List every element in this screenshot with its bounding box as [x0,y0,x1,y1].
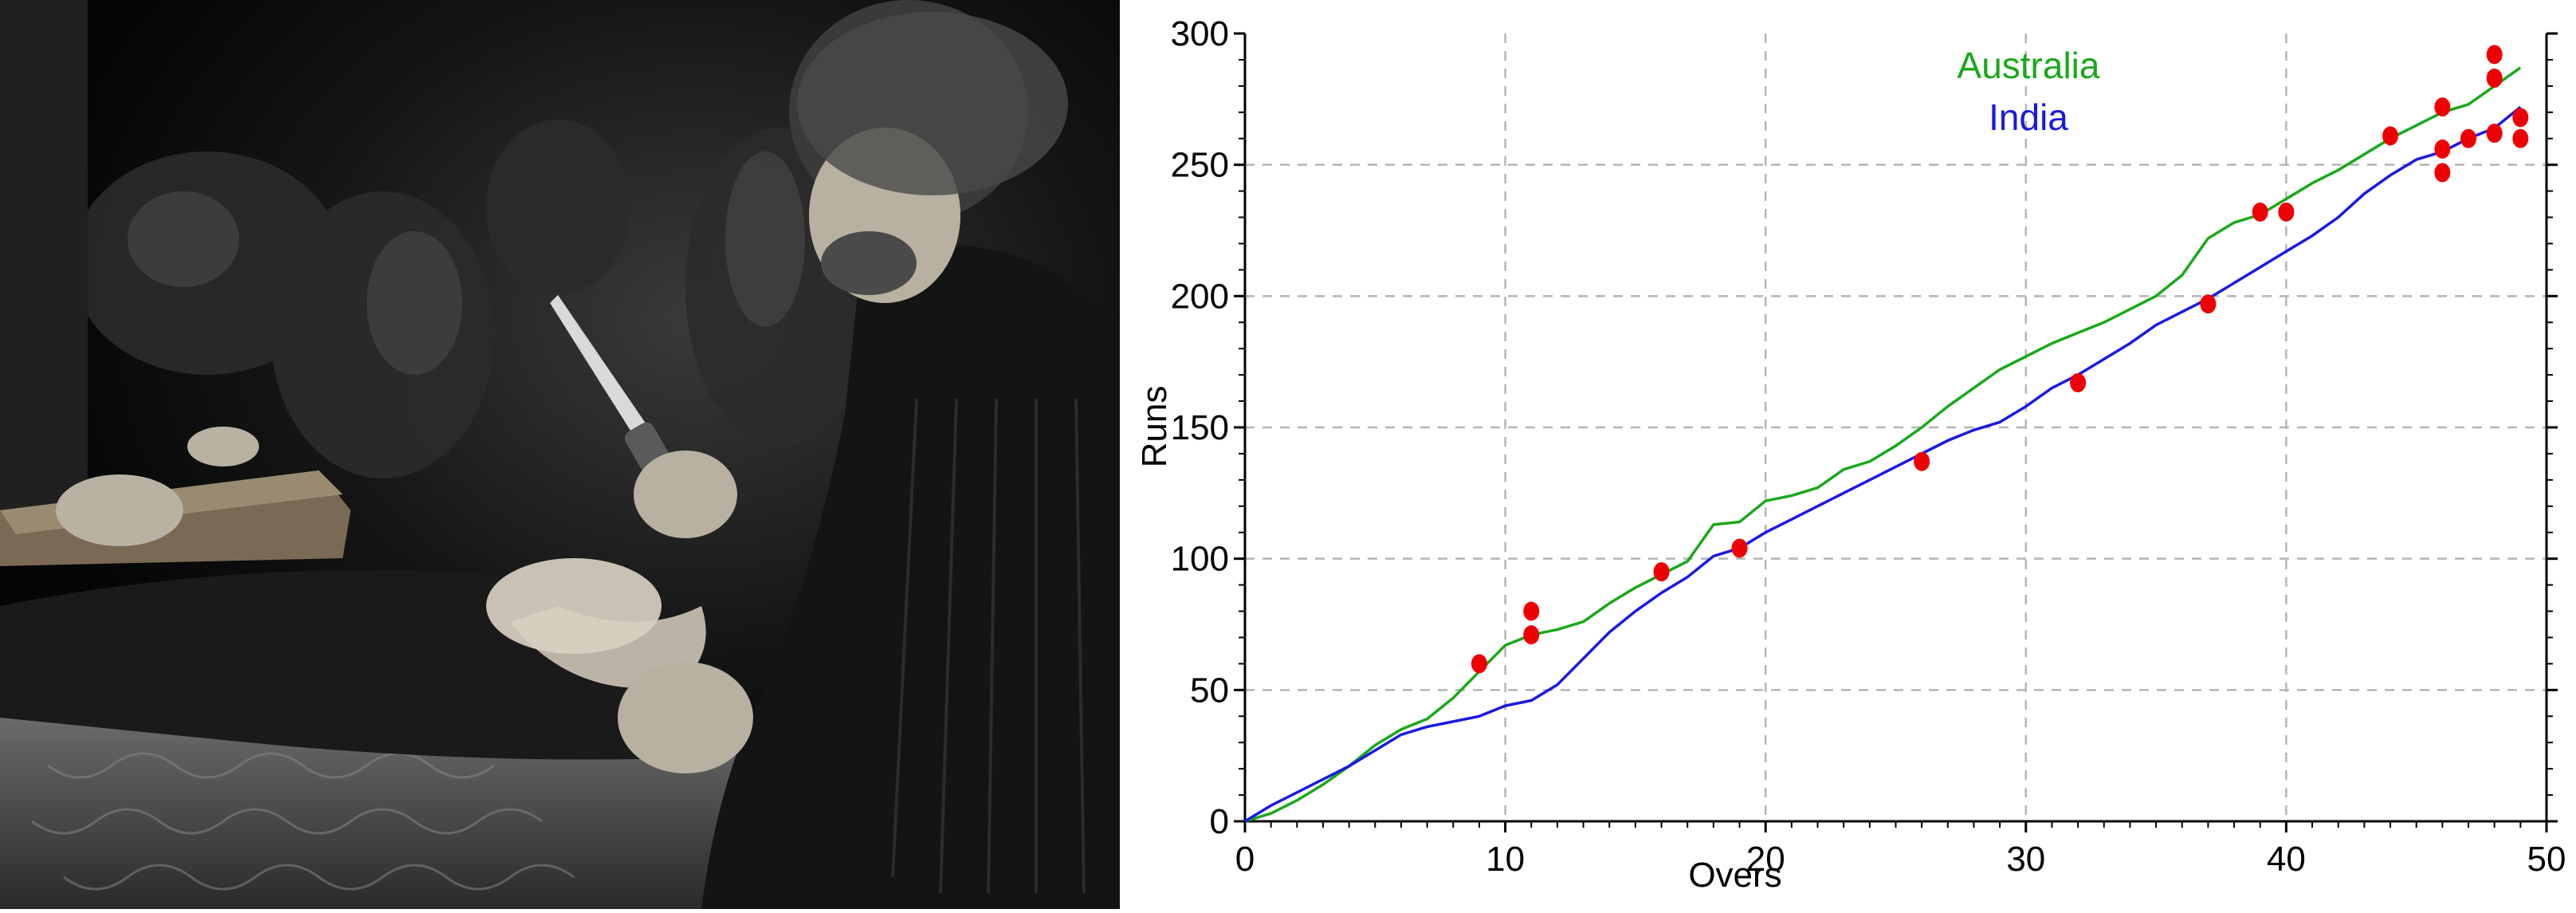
legend-entry-india: India [1989,96,2068,138]
wicket-marker-india [2512,108,2529,128]
wicket-marker-australia [2252,202,2268,222]
series-line-india [1244,105,2522,823]
wicket-marker-australia [2486,45,2503,65]
legend-entry-australia: Australia [1958,45,2100,86]
wicket-marker-india [2200,294,2217,314]
x-tick-label: 20 [1746,840,1785,879]
wicket-marker-australia [2486,68,2503,88]
film-still-photo [0,0,1120,909]
wicket-marker-india [2512,128,2529,148]
wicket-marker-australia [2382,126,2399,146]
x-tick-label: 0 [1235,840,1255,879]
wicket-marker-india [2434,163,2451,183]
x-tick-label: 50 [2527,840,2566,879]
wicket-marker-india [2486,124,2503,144]
wicket-marker-india [2434,139,2451,159]
wicket-marker-australia [2434,97,2451,117]
wicket-marker-india [1914,451,1930,471]
x-tick-label: 30 [2006,840,2045,879]
series-layer [1244,66,2522,823]
x-axis-label: Overs [1688,856,1781,895]
y-tick-label: 250 [1171,146,1229,185]
y-tick-label: 100 [1171,540,1229,579]
x-tick-label: 40 [2267,840,2306,879]
wicket-marker-india [2460,128,2477,148]
y-tick-label: 0 [1210,802,1229,841]
wicket-marker-australia [1653,562,1670,582]
wicket-marker-australia [1523,625,1540,645]
wicket-marker-australia [1523,601,1540,621]
x-tick-label: 10 [1486,840,1525,879]
wicket-marker-india [2070,373,2087,393]
wicket-marker-australia [1471,654,1487,674]
y-tick-label: 50 [1190,671,1229,710]
legend: Australia India [1958,45,2100,138]
y-tick-label: 150 [1171,408,1229,447]
chart-panel: 0 10 20 30 40 50 0 50 100 150 200 250 300 Australia … [1120,0,2576,909]
grid-layer [1245,33,2547,821]
runs-per-over-chart: 0 10 20 30 40 50 0 50 100 150 200 250 300 Australia … [1135,14,2566,895]
series-line-australia [1244,66,2522,823]
y-tick-label: 300 [1171,14,1229,53]
y-tick-label: 200 [1171,277,1229,316]
axis-layer: 0 10 20 30 40 50 0 50 100 150 200 250 300 [1171,14,2566,879]
photo-illustration [0,0,1120,909]
wicket-marker-australia [2278,202,2295,222]
y-axis-label: Runs [1135,386,1174,468]
wicket-marker-india [1731,538,1748,558]
wicket-marker-layer [1471,45,2529,674]
